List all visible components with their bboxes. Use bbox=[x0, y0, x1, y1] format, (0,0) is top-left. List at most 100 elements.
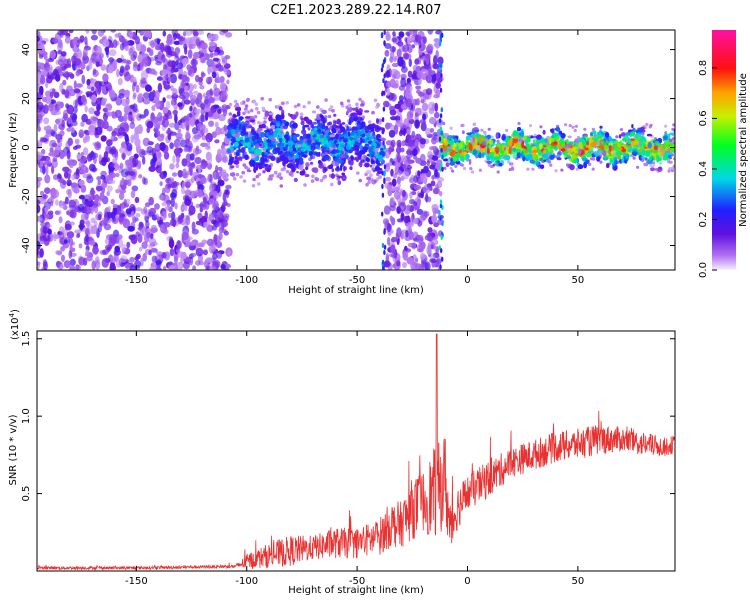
heatmap-cell bbox=[37, 36, 40, 42]
heatmap-cell bbox=[222, 215, 229, 222]
heatmap-cell bbox=[116, 234, 123, 240]
heatmap-cell bbox=[280, 101, 285, 106]
heatmap-cell bbox=[409, 191, 413, 200]
heatmap-cell bbox=[233, 160, 240, 165]
heatmap-cell bbox=[93, 110, 101, 116]
heatmap-cell bbox=[354, 156, 360, 161]
heatmap-cell bbox=[66, 188, 72, 195]
heatmap-cell bbox=[217, 166, 223, 171]
heatmap-cell bbox=[71, 174, 77, 181]
heatmap-cell bbox=[187, 83, 194, 93]
heatmap-cell bbox=[415, 85, 422, 90]
heatmap-cell bbox=[590, 157, 594, 161]
heatmap-cell bbox=[433, 222, 439, 228]
heatmap-cell bbox=[114, 109, 123, 119]
heatmap-cell bbox=[155, 151, 162, 159]
heatmap-cell bbox=[39, 160, 44, 167]
heatmap-cell bbox=[159, 133, 165, 138]
heatmap-cell bbox=[636, 165, 640, 169]
heatmap-cell bbox=[370, 158, 374, 165]
heatmap-cell bbox=[227, 250, 231, 256]
heatmap-cell bbox=[425, 53, 431, 59]
heatmap-cell bbox=[390, 244, 396, 254]
heatmap-cell bbox=[549, 163, 553, 167]
heatmap-cell bbox=[209, 88, 213, 96]
heatmap-cell bbox=[156, 130, 161, 137]
heatmap-cell bbox=[95, 45, 102, 56]
heatmap-cell bbox=[162, 80, 167, 87]
heatmap-cell bbox=[172, 172, 178, 177]
heatmap-cell bbox=[619, 128, 624, 132]
heatmap-cell bbox=[415, 98, 420, 106]
heatmap-cell bbox=[434, 102, 439, 113]
heatmap-cell bbox=[166, 202, 170, 208]
heatmap-cell bbox=[150, 40, 155, 49]
heatmap-cell bbox=[351, 107, 357, 111]
heatmap-cell bbox=[114, 245, 120, 253]
heatmap-cell bbox=[195, 260, 201, 266]
heatmap-cell bbox=[101, 97, 107, 107]
heatmap-cell bbox=[284, 134, 289, 139]
heatmap-cell bbox=[183, 99, 191, 105]
heatmap-cell bbox=[361, 129, 364, 135]
heatmap-cell bbox=[234, 155, 238, 160]
heatmap-cell bbox=[47, 210, 54, 215]
heatmap-cell bbox=[322, 128, 326, 132]
heatmap-cell bbox=[132, 92, 137, 98]
heatmap-cell bbox=[128, 171, 135, 176]
heatmap-cell bbox=[114, 33, 120, 38]
heatmap-cell bbox=[202, 93, 207, 98]
heatmap-cell bbox=[423, 211, 430, 217]
heatmap-cell bbox=[279, 154, 286, 162]
heatmap-cell bbox=[259, 161, 263, 167]
heatmap-cell bbox=[112, 157, 118, 165]
heatmap-cell bbox=[364, 162, 370, 168]
heatmap-cell bbox=[129, 256, 135, 263]
heatmap-cell bbox=[350, 155, 354, 161]
heatmap-cell bbox=[212, 190, 219, 199]
heatmap-cell bbox=[212, 57, 220, 62]
heatmap-cell bbox=[91, 86, 95, 92]
heatmap-cell bbox=[88, 128, 96, 136]
heatmap-cell bbox=[302, 104, 307, 109]
heatmap-cell bbox=[77, 203, 85, 212]
heatmap-cell bbox=[206, 224, 214, 232]
heatmap-cell bbox=[108, 89, 116, 99]
heatmap-cell bbox=[296, 103, 301, 107]
heatmap-cell bbox=[54, 110, 61, 116]
heatmap-cell bbox=[397, 183, 401, 188]
heatmap-cell bbox=[200, 142, 208, 147]
heatmap-cell bbox=[61, 151, 68, 157]
heatmap-cell bbox=[244, 104, 249, 108]
heatmap-cell bbox=[72, 38, 77, 47]
heatmap-cell bbox=[48, 152, 55, 157]
heatmap-cell bbox=[369, 164, 373, 168]
heatmap-cell bbox=[95, 195, 99, 203]
heatmap-cell bbox=[115, 189, 121, 194]
heatmap-cell bbox=[209, 174, 213, 184]
heatmap-cell bbox=[339, 134, 344, 138]
heatmap-cell bbox=[149, 207, 157, 216]
heatmap-cell bbox=[405, 126, 411, 135]
heatmap-cell bbox=[279, 184, 284, 188]
heatmap-cell bbox=[40, 222, 48, 227]
heatmap-cell bbox=[192, 171, 200, 179]
heatmap-cell bbox=[241, 170, 245, 175]
heatmap-cell bbox=[95, 126, 103, 136]
heatmap-cell bbox=[409, 30, 414, 35]
heatmap-cell bbox=[154, 122, 161, 130]
heatmap-cell bbox=[141, 241, 148, 249]
heatmap-cell bbox=[510, 162, 514, 166]
heatmap-cell bbox=[583, 127, 587, 131]
heatmap-cell bbox=[218, 227, 224, 233]
heatmap-cell bbox=[487, 127, 491, 131]
heatmap-cell bbox=[305, 145, 311, 151]
heatmap-cell bbox=[304, 173, 310, 178]
heatmap-cell bbox=[419, 252, 426, 261]
heatmap-cell bbox=[157, 112, 163, 122]
heatmap-cell bbox=[193, 51, 200, 60]
heatmap-cell bbox=[108, 179, 116, 184]
heatmap-cell bbox=[212, 220, 220, 228]
heatmap-cell bbox=[225, 32, 233, 38]
